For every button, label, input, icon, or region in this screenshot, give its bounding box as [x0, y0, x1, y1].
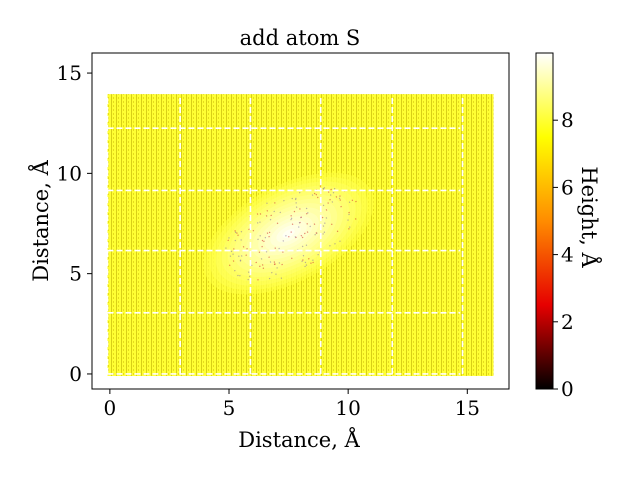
y-tick-label: 5 — [69, 262, 82, 286]
colorbar-tick-label: 6 — [561, 175, 574, 199]
y-tick-label: 15 — [57, 61, 82, 85]
x-tick-label: 0 — [104, 396, 117, 420]
y-axis: 0 5 10 15 — [57, 61, 92, 386]
y-tick-label: 0 — [69, 362, 82, 386]
colorbar-label: Height, Å — [577, 166, 602, 268]
adatom-feature — [203, 172, 374, 295]
y-tick-label: 10 — [57, 161, 82, 185]
x-axis: 0 5 10 15 — [104, 389, 480, 420]
colorbar-tick-label: 2 — [561, 310, 574, 334]
colorbar-gradient — [535, 52, 554, 390]
plot-area — [91, 52, 510, 390]
colorbar: 0 2 4 6 8 — [535, 52, 574, 401]
cell-grid-lines — [106, 97, 464, 375]
axes-frame — [91, 52, 510, 390]
x-axis-label: Distance, Å — [238, 427, 360, 452]
colorbar-tick-label: 0 — [561, 377, 574, 401]
x-tick-label: 10 — [335, 396, 360, 420]
x-tick-label: 5 — [223, 396, 236, 420]
chart-title: add atom S — [240, 26, 361, 50]
colorbar-tick-label: 4 — [561, 243, 574, 267]
colorbar-tick-label: 8 — [561, 108, 574, 132]
y-axis-label: Distance, Å — [28, 159, 53, 281]
x-tick-label: 15 — [455, 396, 480, 420]
